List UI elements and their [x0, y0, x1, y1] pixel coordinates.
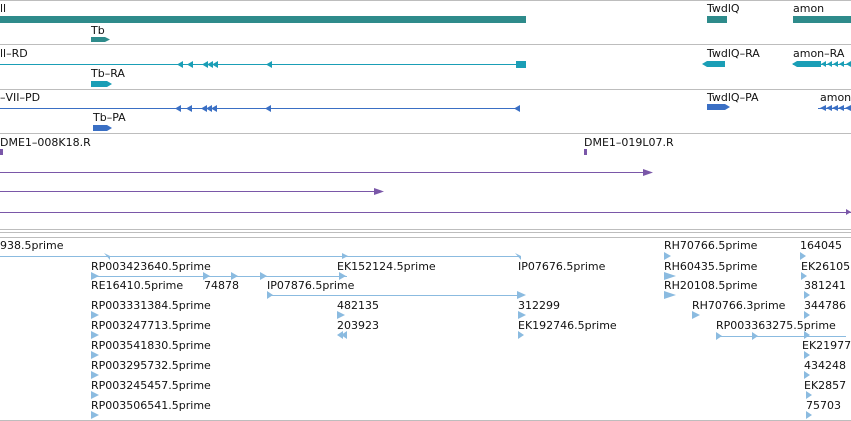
est-label[interactable]: RP003245457.5prime [91, 379, 211, 392]
est-label[interactable]: 938.5prime [0, 239, 64, 252]
est-label[interactable]: RH70766.3prime [692, 299, 786, 312]
gene-label-amon[interactable]: amon [793, 2, 825, 15]
est-label[interactable]: RE16410.5prime [91, 279, 184, 292]
est-connector [267, 295, 523, 296]
transcript-label-tb[interactable]: Tb–RA [91, 67, 125, 80]
transcript-exon [707, 61, 725, 67]
clone-span[interactable] [0, 172, 648, 173]
est-connector [716, 336, 846, 337]
est-label[interactable]: 203923 [337, 319, 379, 332]
protein-label-twdlq[interactable]: TwdlQ–PA [707, 91, 759, 104]
transcript-exon [91, 81, 107, 87]
clone-span[interactable] [0, 212, 851, 213]
gene-label-left[interactable]: ll [0, 2, 7, 15]
track-separator [0, 89, 851, 90]
est-label[interactable]: RH20108.5prime [664, 279, 758, 292]
track-separator [0, 237, 851, 238]
est-label[interactable]: 312299 [518, 299, 560, 312]
est-label[interactable]: RH60435.5prime [664, 260, 758, 273]
est-label[interactable]: 482135 [337, 299, 379, 312]
est-label[interactable]: RP003363275.5prime [716, 319, 836, 332]
est-label[interactable]: RP003295732.5prime [91, 359, 211, 372]
protein-label-tb[interactable]: Tb–PA [93, 111, 126, 124]
est-label[interactable]: IP07676.5prime [518, 260, 606, 273]
protein-exon [93, 125, 107, 131]
est-connector [91, 276, 347, 277]
est-label[interactable]: 434248 [804, 359, 846, 372]
est-label[interactable]: RP003541830.5prime [91, 339, 211, 352]
est-label[interactable]: RH70766.5prime [664, 239, 758, 252]
protein-label-left[interactable]: –VII–PD [0, 91, 41, 104]
track-separator [0, 0, 851, 1]
gene-span-left[interactable] [0, 16, 526, 23]
transcript-line-left[interactable] [0, 64, 526, 65]
est-label[interactable]: RP003506541.5prime [91, 399, 211, 412]
est-label[interactable]: EK2857 [804, 379, 847, 392]
gene-label-tb[interactable]: Tb [91, 24, 105, 37]
est-label[interactable]: EK21977 [802, 339, 851, 352]
clone-label-1[interactable]: DME1–008K18.R [0, 136, 91, 149]
est-label[interactable]: RP003331384.5prime [91, 299, 211, 312]
protein-label-amon[interactable]: amon [820, 91, 851, 104]
gene-label-twdlq[interactable]: TwdlQ [707, 2, 740, 15]
track-separator [0, 133, 851, 134]
track-separator [0, 44, 851, 45]
transcript-label-left[interactable]: ll–RD [0, 47, 28, 60]
transcript-exon [516, 61, 526, 68]
transcript-exon [797, 61, 821, 67]
track-separator [0, 232, 851, 233]
clone-label-2[interactable]: DME1–019L07.R [584, 136, 674, 149]
est-label[interactable]: IP07876.5prime [267, 279, 355, 292]
est-label[interactable]: EK26105 [801, 260, 851, 273]
transcript-label-twdlq[interactable]: TwdlQ–RA [707, 47, 760, 60]
protein-exon [707, 104, 725, 110]
est-label[interactable]: 344786 [804, 299, 846, 312]
est-label[interactable]: 75703 [806, 399, 841, 412]
est-label[interactable]: 74878 [204, 279, 239, 292]
clone-marker [584, 149, 587, 155]
est-label[interactable]: EK152124.5prime [337, 260, 436, 273]
track-separator [0, 229, 851, 230]
gene-span-amon[interactable] [793, 16, 851, 23]
est-label[interactable]: RP003423640.5prime [91, 260, 211, 273]
est-connector [0, 256, 520, 257]
est-label[interactable]: 381241 [804, 279, 846, 292]
est-label[interactable]: EK192746.5prime [518, 319, 617, 332]
gene-span-tb[interactable] [91, 37, 105, 42]
est-label[interactable]: 164045 [800, 239, 842, 252]
transcript-label-amon[interactable]: amon–RA [793, 47, 845, 60]
protein-line-left[interactable] [0, 108, 520, 109]
est-label[interactable]: RP003247713.5prime [91, 319, 211, 332]
clone-span[interactable] [0, 191, 378, 192]
clone-marker [0, 149, 3, 155]
gene-span-twdlq[interactable] [707, 16, 727, 23]
